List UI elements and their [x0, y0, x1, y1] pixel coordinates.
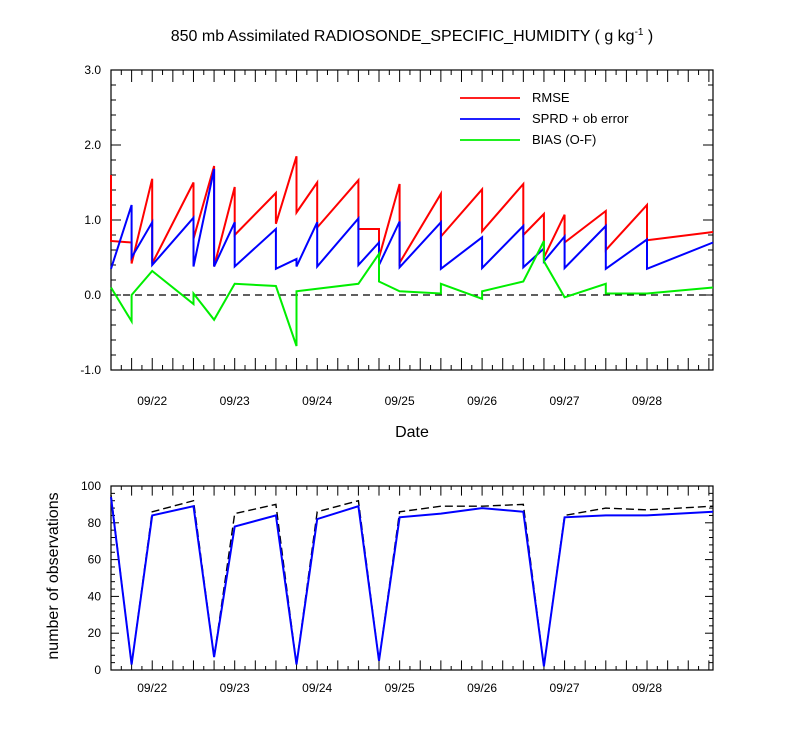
chart-title: 850 mb Assimilated RADIOSONDE_SPECIFIC_H… [171, 27, 654, 45]
bottom-plot-frame [110, 485, 714, 671]
top-x-tick-label: 09/23 [220, 394, 250, 408]
bottom-x-tick-label: 09/27 [550, 681, 580, 695]
top-y-tick-label: 2.0 [84, 138, 101, 152]
bottom-series-assimilated [110, 496, 714, 667]
top-x-tick-label: 09/25 [385, 394, 415, 408]
bottom-y-axis-title: number of observations [45, 492, 62, 659]
top-x-tick-label: 09/28 [632, 394, 662, 408]
bottom-x-tick-label: 09/22 [137, 681, 167, 695]
bottom-x-tick-label: 09/25 [385, 681, 415, 695]
top-panel: -1.0 0.0 1.0 2.0 3.0 09/22 09/23 09/24 09/25 09/2… [80, 63, 714, 408]
bottom-x-tick-label: 09/24 [302, 681, 332, 695]
bottom-series-possible [110, 495, 714, 667]
bottom-x-tick-label: 09/23 [220, 681, 250, 695]
top-y-tick-label: 0.0 [84, 288, 101, 302]
chart-title-end: ) [643, 28, 653, 45]
bottom-y-tick-label: 20 [88, 626, 102, 640]
bottom-y-tick-label: 0 [94, 663, 101, 677]
bottom-y-tick-label: 80 [88, 516, 102, 530]
top-y-tick-label: -1.0 [80, 363, 101, 377]
top-series-sprd-ob-error [110, 168, 714, 271]
top-series-bias-o-f [110, 240, 714, 347]
top-x-tick-label: 09/24 [302, 394, 332, 408]
bottom-x-tick-label: 09/28 [632, 681, 662, 695]
bottom-y-tick-label: 40 [88, 589, 102, 603]
top-y-tick-label: 3.0 [84, 63, 101, 77]
chart-title-exponent: -1 [635, 27, 644, 38]
top-series-rmse [110, 156, 714, 267]
chart-title-main: 850 mb Assimilated RADIOSONDE_SPECIFIC_H… [171, 28, 635, 45]
bottom-y-tick-label: 60 [88, 553, 102, 567]
bottom-y-tick-label: 100 [81, 479, 101, 493]
top-x-axis-title: Date [395, 424, 429, 441]
bottom-panel: 0 20 40 60 80 100 09/22 09/23 09/24 09/25 09/26 09/… [81, 479, 714, 695]
top-x-tick-label: 09/26 [467, 394, 497, 408]
bottom-x-tick-label: 09/26 [467, 681, 497, 695]
top-x-tick-label: 09/27 [550, 394, 580, 408]
legend-label: SPRD + ob error [532, 111, 629, 126]
legend-label: RMSE [532, 90, 570, 105]
legend-label: BIAS (O-F) [532, 132, 596, 147]
top-y-tick-label: 1.0 [84, 213, 101, 227]
top-x-tick-label: 09/22 [137, 394, 167, 408]
